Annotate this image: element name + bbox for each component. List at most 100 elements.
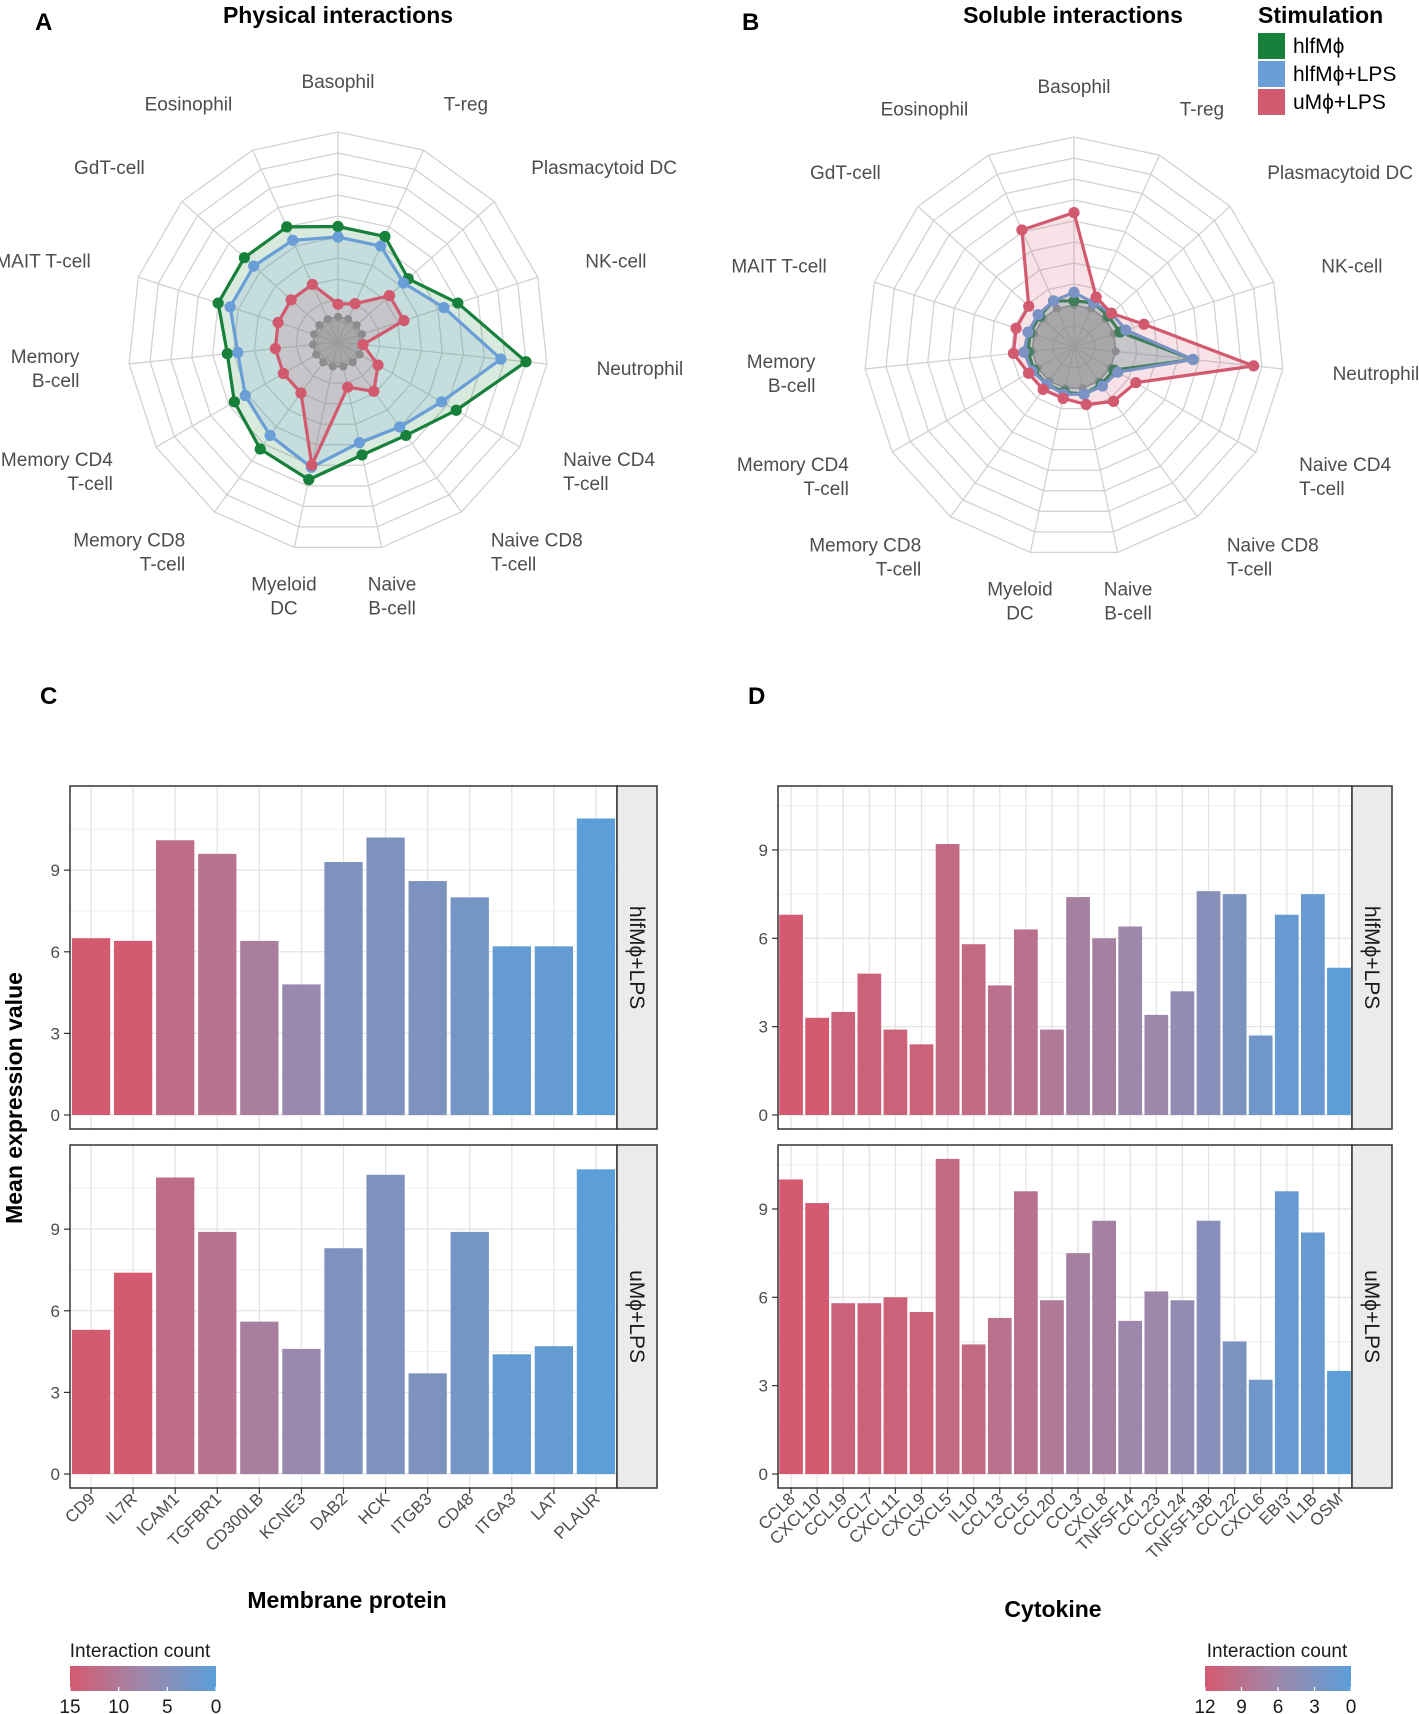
radar-a-point-hlfm-lps-plasmacytoid-dc bbox=[397, 277, 410, 289]
y-axis-title: Mean expression value bbox=[1, 972, 27, 1224]
radar-a-axis-label-myeloid-dc: Myeloid DC bbox=[251, 574, 316, 619]
radar-a-spoke-line bbox=[214, 341, 339, 513]
radar-a-point-um-lps-neutrophil bbox=[357, 339, 369, 351]
radar-a-point-hlfm-lps-eosinophil bbox=[287, 234, 299, 246]
radar-a-point-hlfm-lps-nk-cell bbox=[438, 302, 450, 314]
bar-d-bar-um-lps-cxcl9 bbox=[909, 1312, 934, 1474]
colorbar-gradient-membrane bbox=[70, 1666, 216, 1691]
bar-d-bar-um-lps-cxcl8 bbox=[1092, 1220, 1117, 1474]
bar-d-bar-hlfm-lps-ccl8 bbox=[779, 914, 803, 1115]
bar-d-bar-um-lps-ccl23 bbox=[1144, 1291, 1169, 1474]
bar-d-facet-strip bbox=[1351, 785, 1393, 1130]
radar-a-point-grey-naive-cd8-t-cell bbox=[348, 358, 357, 367]
bar-c-x-tick-label-itga3: ITGA3 bbox=[471, 1489, 519, 1537]
bar-c-y-tick-label: 9 bbox=[51, 1220, 60, 1239]
legend-label-hlfm: hlfMϕ bbox=[1293, 35, 1344, 58]
radar-a-point-grey-naive-cd4-t-cell bbox=[355, 350, 364, 359]
bar-c-facet-label-hlfm-lps: hlfMϕ+LPS bbox=[625, 906, 648, 1009]
colorbar-cytokine-tick-label: 3 bbox=[1309, 1697, 1320, 1714]
bar-c-x-tick-label-itgb3: ITGB3 bbox=[387, 1489, 435, 1537]
radar-b-axis-label-neutrophil: Neutrophil bbox=[1333, 364, 1419, 385]
radar-a-point-um-lps-basophil bbox=[332, 298, 344, 310]
radar-a-point-um-lps-nk-cell bbox=[398, 314, 410, 327]
radar-a-axis-label-naive-b-cell: Naive B-cell bbox=[368, 574, 417, 619]
radar-b-axis-label-eosinophil: Eosinophil bbox=[881, 99, 969, 120]
bar-d-bar-um-lps-ccl24 bbox=[1170, 1300, 1195, 1474]
radar-b-axis-label-memory-cd8-t-cell: Memory CD8 T-cell bbox=[809, 535, 921, 580]
bar-d-facet-label-um-lps: uMϕ+LPS bbox=[1360, 1270, 1383, 1363]
bar-d-bar-um-lps-ccl5 bbox=[1013, 1191, 1038, 1474]
radar-a-axis-label-t-reg: T-reg bbox=[444, 94, 488, 115]
radar-a-point-hlfm-basophil bbox=[332, 220, 344, 233]
radar-b-grid-ring bbox=[864, 136, 1284, 554]
radar-a-point-grey-naive-b-cell bbox=[339, 362, 348, 371]
bar-c-bar-hlfm-lps-plaur bbox=[576, 818, 616, 1115]
bar-d-bar-um-lps-ccl7 bbox=[857, 1303, 882, 1474]
radar-a-axis-label-basophil: Basophil bbox=[302, 72, 375, 93]
bar-d-bar-hlfm-lps-ccl13 bbox=[987, 985, 1012, 1115]
bar-c-bar-hlfm-lps-cd9 bbox=[71, 938, 111, 1115]
colorbar-gradient-cytokine bbox=[1205, 1666, 1351, 1691]
bar-c-bar-um-lps-tgfbr1 bbox=[198, 1231, 237, 1474]
colorbar-cytokine-tick-label: 9 bbox=[1236, 1697, 1247, 1714]
radar-a-series-um-lps bbox=[273, 282, 406, 467]
radar-a-grid-ring bbox=[191, 194, 485, 487]
radar-a-point-grey-myeloid-dc bbox=[328, 362, 337, 371]
radar-a-point-grey-eosinophil bbox=[323, 314, 332, 323]
radar-b-grid-ring bbox=[927, 199, 1221, 492]
radar-a-grid-ring bbox=[170, 173, 506, 507]
bar-c-bar-um-lps-plaur bbox=[576, 1169, 616, 1474]
bar-d-bar-hlfm-lps-cxcl6 bbox=[1248, 1035, 1273, 1115]
radar-a-grid-ring bbox=[149, 152, 527, 528]
radar-b-point-hlfm-lps-mait-t-cell bbox=[1022, 326, 1034, 338]
radar-b-point-um-lps-naive-b-cell bbox=[1080, 398, 1092, 411]
bar-d-bar-um-lps-cxcl6 bbox=[1248, 1379, 1273, 1474]
bar-c-y-tick-label: 0 bbox=[51, 1465, 60, 1484]
bar-c-bar-um-lps-il7r bbox=[113, 1272, 153, 1474]
bar-d-bar-um-lps-ccl20 bbox=[1040, 1300, 1064, 1474]
bar-d-y-tick-label: 3 bbox=[759, 1018, 768, 1037]
bar-d-bar-um-lps-cxcl11 bbox=[883, 1297, 908, 1474]
panel-label-c: C bbox=[40, 683, 57, 710]
radar-a-point-um-lps-naive-cd4-t-cell bbox=[372, 359, 384, 371]
legend-label-hlfm-lps: hlfMϕ+LPS bbox=[1293, 63, 1396, 86]
radar-a-point-hlfm-lps-memory-cd8-t-cell bbox=[264, 429, 276, 442]
radar-a-axis-label-neutrophil: Neutrophil bbox=[597, 359, 684, 380]
radar-a-spoke-line bbox=[337, 276, 538, 343]
bar-d-bar-hlfm-lps-cxcl9 bbox=[909, 1044, 934, 1115]
radar-b-point-grey-eosinophil bbox=[1052, 304, 1061, 313]
radar-chart-physical: Basophil T-reg Plasmacytoid DC NK-cell Neutr… bbox=[0, 72, 683, 619]
bar-d-bar-um-lps-osm bbox=[1327, 1370, 1351, 1474]
bar-c-bar-hlfm-lps-icam1 bbox=[156, 840, 195, 1115]
radar-b-point-um-lps-mait-t-cell bbox=[1010, 322, 1022, 334]
bar-d-y-tick-label: 9 bbox=[759, 1200, 768, 1219]
radar-a-point-hlfm-lps-gdt-cell bbox=[248, 260, 260, 272]
bar-d-bar-um-lps-ccl8 bbox=[779, 1179, 803, 1474]
radar-b-point-hlfm-lps-memory-b-cell bbox=[1018, 346, 1030, 358]
radar-b-point-um-lps-gdt-cell bbox=[1023, 300, 1035, 312]
radar-a-point-hlfm-lps-naive-b-cell bbox=[353, 437, 365, 449]
radar-b-series-hlfm-lps bbox=[1022, 290, 1195, 396]
radar-b-point-hlfm-lps-eosinophil bbox=[1047, 295, 1060, 307]
radar-a-point-hlfm-memory-cd4-t-cell bbox=[228, 396, 240, 408]
bar-d-bar-hlfm-lps-il10 bbox=[961, 944, 986, 1115]
radar-b-point-um-lps-neutrophil bbox=[1248, 360, 1260, 372]
colorbar-membrane-tick-label: 0 bbox=[211, 1697, 222, 1714]
radar-a-point-hlfm-lps-t-reg bbox=[375, 240, 387, 252]
radar-a-point-hlfm-lps-basophil bbox=[332, 231, 344, 243]
radar-a-point-um-lps-plasmacytoid-dc bbox=[383, 290, 396, 302]
bar-c-bar-um-lps-kcne3 bbox=[282, 1348, 321, 1474]
radar-b-axis-label-gdt-cell: GdT-cell bbox=[810, 163, 881, 184]
bar-d-bar-hlfm-lps-ccl19 bbox=[831, 1011, 856, 1115]
radar-a-point-um-lps-myeloid-dc bbox=[306, 459, 318, 471]
radar-a-point-um-lps-memory-b-cell bbox=[269, 342, 281, 355]
bar-d-bar-um-lps-ccl3 bbox=[1066, 1253, 1090, 1474]
colorbar-title-cytokine: Interaction count bbox=[1207, 1641, 1348, 1662]
radar-b-axis-label-plasmacytoid-dc: Plasmacytoid DC bbox=[1267, 163, 1413, 184]
radar-b-point-um-lps-naive-cd8-t-cell bbox=[1107, 395, 1120, 407]
bar-c-bar-hlfm-lps-cd48 bbox=[450, 897, 489, 1115]
radar-b-axis-label-myeloid-dc: Myeloid DC bbox=[987, 579, 1052, 624]
bar-c-y-tick-label: 3 bbox=[51, 1383, 60, 1402]
bar-d-bar-hlfm-lps-ebi3 bbox=[1274, 914, 1299, 1115]
radar-b-axis-label-t-reg: T-reg bbox=[1180, 99, 1224, 120]
